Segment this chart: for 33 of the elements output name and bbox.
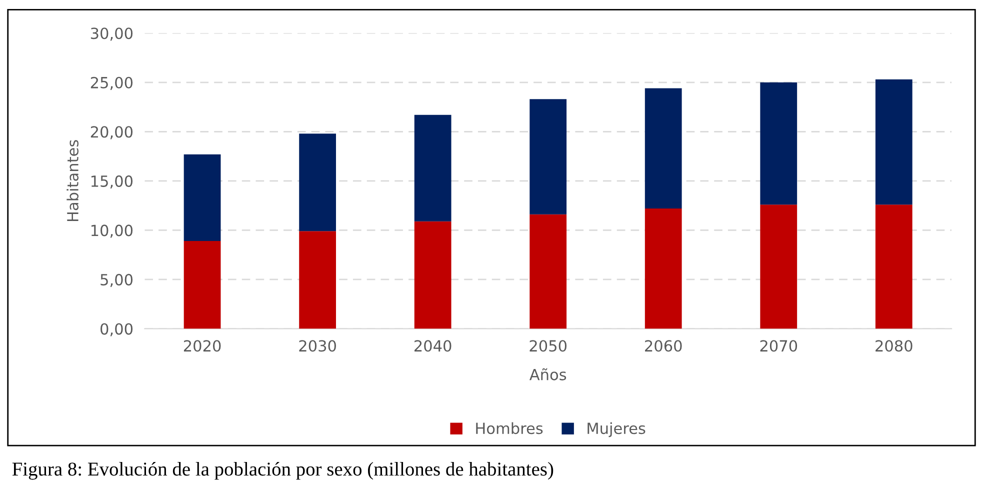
bar (299, 134, 336, 232)
x-tick-label: 2020 (184, 340, 221, 352)
bar (644, 208, 682, 329)
y-tick-label: 25,00 (90, 76, 133, 90)
x-tick-label: 2070 (760, 340, 798, 352)
x-tick-label: 2040 (414, 340, 452, 352)
x-tick-label: 2030 (299, 340, 336, 352)
x-tick-label: 2050 (530, 340, 567, 352)
y-tick-label: 0,00 (100, 323, 133, 336)
legend-label: Mujeres (588, 422, 646, 438)
bar (414, 114, 452, 222)
bar (184, 154, 221, 242)
y-tick-label: 30,00 (90, 28, 133, 41)
legend-label: Hombres (476, 422, 543, 434)
bar (875, 79, 912, 205)
y-axis-title: Habitantes (66, 140, 79, 222)
bar (760, 82, 798, 205)
bar (299, 231, 336, 329)
y-tick-label: 5,00 (100, 274, 133, 288)
y-tick-label: 15,00 (91, 175, 133, 188)
bar (530, 99, 567, 214)
x-tick-label: 2080 (876, 340, 912, 352)
bar (414, 221, 452, 329)
bar (184, 241, 221, 329)
y-tick-label: 20,00 (90, 126, 133, 140)
text: Figura 8: Evolución de la población por sexo (millones de habitantes) (12, 462, 554, 480)
bar (644, 88, 682, 209)
x-axis-title: Años (529, 368, 566, 380)
bar (760, 204, 798, 329)
bar (875, 204, 912, 329)
x-tick-label: 2060 (645, 340, 682, 352)
y-tick-label: 10,00 (91, 224, 133, 238)
bar (530, 214, 567, 329)
